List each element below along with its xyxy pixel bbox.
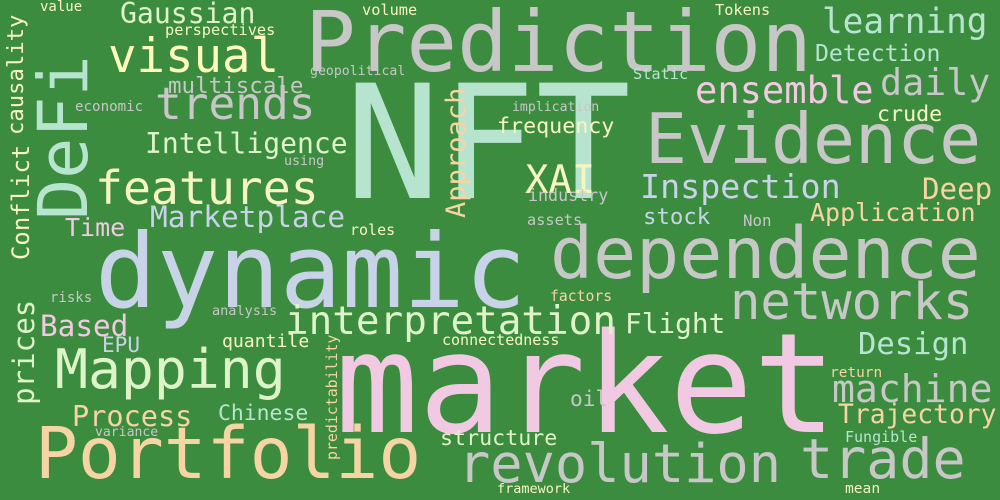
word-industry: industry bbox=[528, 186, 609, 205]
word-evidence: Evidence bbox=[645, 99, 982, 180]
word-dynamic: dynamic bbox=[95, 213, 527, 332]
word-visual: visual bbox=[108, 29, 280, 84]
word-daily: daily bbox=[880, 61, 991, 104]
word-xai: XAI bbox=[525, 158, 596, 203]
word-structure: structure bbox=[440, 426, 558, 451]
word-market: market bbox=[335, 303, 837, 465]
word-features: features bbox=[95, 161, 319, 215]
word-prediction: Prediction bbox=[305, 0, 812, 91]
word-mean: mean bbox=[845, 480, 881, 497]
word-dependence: dependence bbox=[550, 212, 981, 295]
word-design: Design bbox=[858, 327, 969, 362]
word-implication: implication bbox=[512, 100, 600, 115]
word-epu: EPU bbox=[102, 332, 141, 357]
word-factors: factors bbox=[550, 288, 613, 305]
word-tokens: Tokens bbox=[715, 1, 771, 19]
word-connectedness: connectedness bbox=[442, 331, 560, 349]
word-stock: stock bbox=[643, 204, 711, 230]
word-trade: trade bbox=[800, 427, 966, 491]
word-machine: machine bbox=[832, 367, 993, 411]
word-predictability: predictability bbox=[323, 334, 341, 460]
word-approach: Approach bbox=[441, 87, 472, 218]
word-conflict: Conflict bbox=[7, 144, 35, 260]
word-learning: learning bbox=[822, 2, 988, 42]
word-economic: economic bbox=[75, 99, 144, 115]
word-analysis: analysis bbox=[212, 303, 278, 319]
word-process: Process bbox=[72, 399, 193, 433]
word-gaussian: Gaussian bbox=[120, 0, 256, 30]
word-interpretation: interpretation bbox=[285, 299, 616, 344]
word-geopolitical: geopolitical bbox=[310, 64, 406, 79]
word-prices: prices bbox=[7, 299, 41, 405]
word-intelligence: Intelligence bbox=[145, 127, 348, 160]
word-quantile: quantile bbox=[222, 331, 310, 352]
word-perspectives: perspectives bbox=[165, 21, 276, 39]
word-crude: crude bbox=[877, 102, 943, 127]
word-application: Application bbox=[810, 198, 976, 227]
word-static: Static bbox=[633, 65, 689, 83]
word-chinese: Chinese bbox=[218, 401, 309, 426]
word-defi: DeFi bbox=[24, 55, 104, 220]
word-risks: risks bbox=[50, 290, 93, 306]
word-assets: assets bbox=[527, 211, 583, 229]
word-causality: causality bbox=[3, 14, 29, 135]
word-volume: volume bbox=[362, 1, 418, 19]
word-frequency: frequency bbox=[497, 114, 615, 139]
word-using: using bbox=[284, 154, 325, 169]
word-multiscale: multiscale bbox=[168, 73, 304, 99]
word-based: Based bbox=[40, 309, 129, 343]
word-ensemble: ensemble bbox=[695, 69, 874, 112]
word-trajectory: Trajectory bbox=[838, 400, 997, 430]
word-framework: framework bbox=[497, 481, 571, 497]
word-marketplace: Marketplace bbox=[150, 200, 346, 234]
word-mapping: Mapping bbox=[55, 337, 286, 401]
word-inspection: Inspection bbox=[640, 167, 841, 206]
word-trends: trends bbox=[155, 79, 316, 130]
word-variance: variance bbox=[95, 425, 159, 440]
word-nft: NFT bbox=[345, 52, 631, 236]
word-fungible: Fungible bbox=[845, 428, 918, 446]
word-detection: Detection bbox=[815, 41, 941, 67]
word-time: Time bbox=[65, 213, 126, 242]
word-revolution: revolution bbox=[458, 432, 782, 495]
word-portfolio: Portfolio bbox=[35, 412, 422, 495]
word-return: return bbox=[830, 365, 883, 381]
word-networks: networks bbox=[730, 272, 974, 331]
word-oil: oil bbox=[570, 386, 609, 411]
word-flight: Flight bbox=[625, 307, 726, 340]
word-deep: Deep bbox=[922, 172, 993, 206]
word-value: value bbox=[40, 0, 83, 15]
word-roles: roles bbox=[350, 221, 396, 239]
word-non: Non bbox=[743, 211, 772, 230]
